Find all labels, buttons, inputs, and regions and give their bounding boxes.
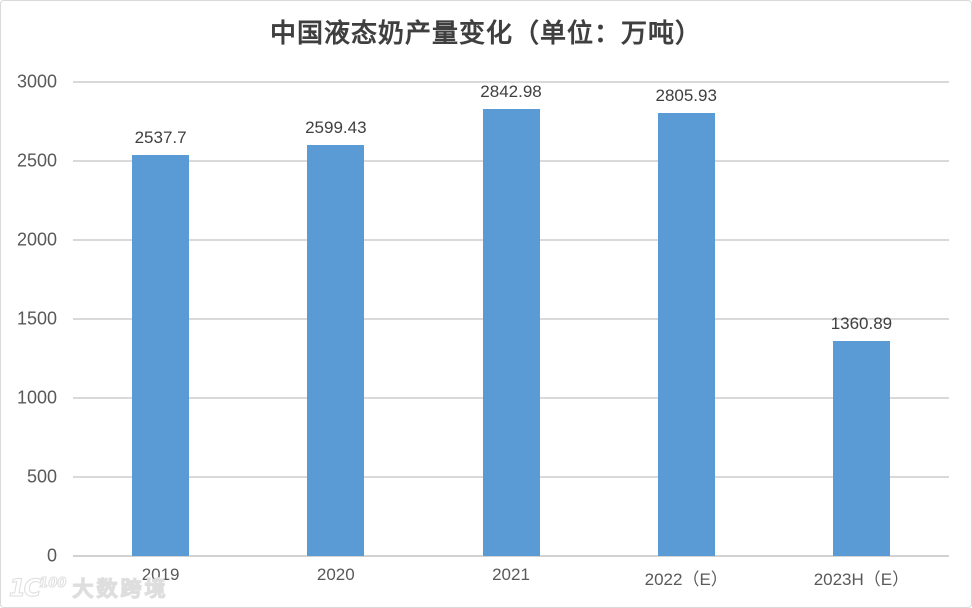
x-axis-category-label: 2023H（E） <box>813 570 910 589</box>
bar-slot: 2805.93 2022（E） <box>599 82 774 589</box>
bar <box>132 155 190 556</box>
bar-value-label: 2599.43 <box>305 118 367 138</box>
bar-value-label: 2842.98 <box>480 82 542 101</box>
y-axis-tick-label: 2000 <box>16 229 57 250</box>
bar-value-label: 2805.93 <box>655 85 717 105</box>
bar-slot: 2842.98 2021 <box>423 82 598 584</box>
watermark-logo-icon: 1C100 <box>8 574 67 603</box>
gridline <box>73 81 949 83</box>
x-axis-line <box>73 555 949 557</box>
bar <box>832 340 890 556</box>
y-axis-tick-label: 0 <box>46 545 57 566</box>
y-axis-tick-label: 3000 <box>16 71 57 92</box>
x-axis-category-label: 2021 <box>492 565 530 584</box>
watermark-logo-number: 100 <box>39 576 67 592</box>
bar-slot: 2599.43 2020 <box>248 82 423 584</box>
x-axis-category-label: 2019 <box>141 565 180 584</box>
x-axis-category-label: 2020 <box>316 565 355 584</box>
y-axis-tick-label: 1500 <box>16 308 57 329</box>
bar <box>482 109 540 556</box>
bar <box>657 112 715 556</box>
x-axis-category-label: 2022（E） <box>644 570 728 589</box>
y-axis-tick-label: 1000 <box>16 387 57 408</box>
bar-value-label: 2537.7 <box>134 128 187 148</box>
chart-title: 中国液态奶产量变化（单位：万吨） <box>269 19 702 49</box>
bar <box>307 145 365 556</box>
y-axis-tick-label: 500 <box>26 466 57 487</box>
watermark: 1C100 大数跨境 <box>8 573 169 603</box>
y-axis-tick-label: 2500 <box>16 150 57 171</box>
watermark-text: 大数跨境 <box>72 578 169 602</box>
plot-area: 0 500 1000 1500 2000 2500 3000 2537.7 2019 2599.… <box>17 72 949 589</box>
bar-slot: 2537.7 2019 <box>73 82 248 584</box>
bar-slot: 1360.89 2023H（E） <box>774 82 949 589</box>
bar-value-label: 1360.89 <box>830 313 893 333</box>
bars-layer: 2537.7 2019 2599.43 2020 2842.98 2021 2805.93 2… <box>73 82 949 589</box>
